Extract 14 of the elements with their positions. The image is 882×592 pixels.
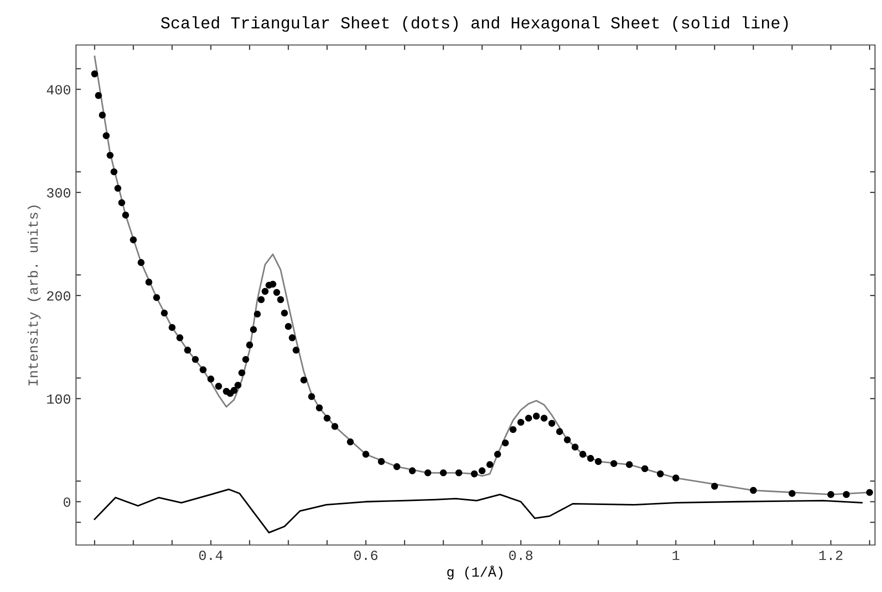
x-tick-label: 1 bbox=[672, 550, 680, 560]
x-axis-title: g (1/Å) bbox=[447, 566, 502, 580]
y-tick-label: 100 bbox=[47, 394, 70, 404]
x-tick-label: 0.6 bbox=[354, 550, 378, 560]
line-series bbox=[94, 488, 863, 534]
y-tick-label: 200 bbox=[47, 291, 70, 301]
y-axis-title: Intensity (arb. units) bbox=[28, 206, 41, 386]
y-tick-label: 300 bbox=[47, 188, 70, 198]
chart-title: Scaled Triangular Sheet (dots) and Hexagonal Sheet (solid line) bbox=[161, 16, 788, 32]
x-tick-label: 1.2 bbox=[819, 550, 842, 560]
y-tick-label: 0 bbox=[64, 497, 70, 507]
x-tick-label: 0.4 bbox=[199, 550, 223, 560]
x-tick-label: 0.8 bbox=[509, 550, 532, 560]
y-tick-label: 400 bbox=[46, 85, 70, 94]
